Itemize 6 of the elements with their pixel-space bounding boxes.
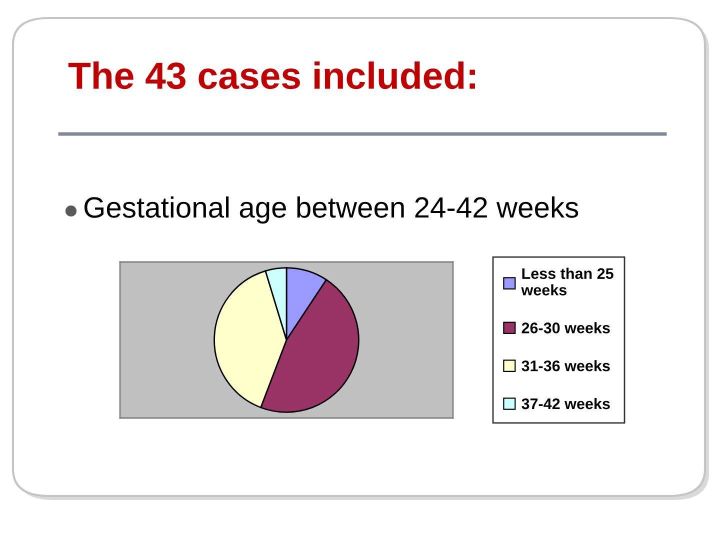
legend-label: 37-42 weeks [522,398,610,410]
chart-title: The 43 cases included: [68,62,475,90]
legend-label: 26-30 weeks [522,322,610,334]
legend-label: 31-36 weeks [522,360,610,372]
legend-label: Less than 25 weeks [521,268,614,296]
chart-subtitle: Gestational age between 24-42 weeks [84,196,578,224]
